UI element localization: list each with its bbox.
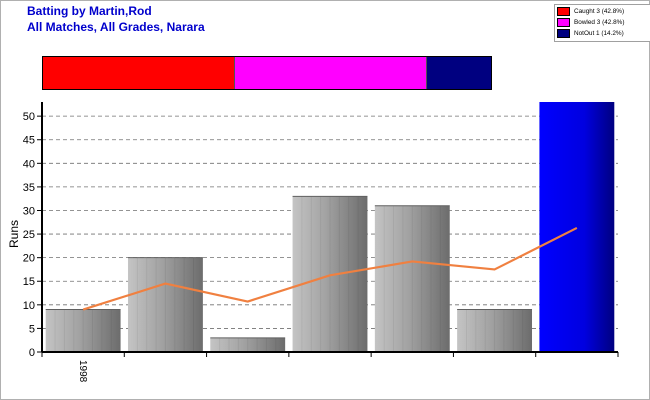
- chart-title: Batting by Martin,Rod: [27, 4, 152, 18]
- y-axis-label: Runs: [7, 220, 21, 248]
- legend-swatch-notout: [557, 29, 570, 38]
- y-tick-label: 40: [23, 158, 35, 170]
- proportion-segment-notout: [426, 57, 491, 89]
- x-tick-label: 1998: [77, 360, 88, 383]
- bar-out: [127, 257, 203, 352]
- bar-out: [374, 205, 450, 352]
- legend-label-caught: Caught 3 (42.8%): [574, 8, 625, 15]
- y-tick-label: 35: [23, 182, 35, 194]
- legend-swatch-bowled: [557, 18, 570, 27]
- y-tick-label: 30: [23, 205, 35, 217]
- chart-subtitle: All Matches, All Grades, Narara: [27, 20, 205, 34]
- legend-label-bowled: Bowled 3 (42.8%): [574, 19, 625, 26]
- proportion-segment-bowled: [234, 57, 427, 89]
- y-tick-label: 20: [23, 253, 35, 265]
- proportion-segment-caught: [43, 57, 235, 89]
- y-tick-label: 15: [23, 276, 35, 288]
- legend: Caught 3 (42.8%) Bowled 3 (42.8%) NotOut…: [554, 4, 650, 42]
- bar-out: [457, 309, 533, 352]
- y-tick-label: 45: [23, 135, 35, 147]
- legend-item-notout: NotOut 1 (14.2%): [557, 28, 650, 39]
- legend-item-bowled: Bowled 3 (42.8%): [557, 17, 650, 28]
- y-tick-label: 5: [29, 323, 35, 335]
- bar-out: [210, 337, 286, 352]
- y-tick-label: 0: [29, 347, 35, 359]
- legend-swatch-caught: [557, 7, 570, 16]
- legend-label-notout: NotOut 1 (14.2%): [574, 30, 624, 37]
- y-tick-label: 50: [23, 111, 35, 123]
- y-tick-label: 25: [23, 229, 35, 241]
- bar-out: [292, 196, 368, 352]
- average-line: [82, 226, 578, 311]
- y-tick-label: 10: [23, 300, 35, 312]
- bar-out: [45, 309, 121, 352]
- dismissal-proportion-bar: [42, 56, 492, 90]
- bar-not-out: [539, 102, 615, 352]
- legend-item-caught: Caught 3 (42.8%): [557, 6, 650, 17]
